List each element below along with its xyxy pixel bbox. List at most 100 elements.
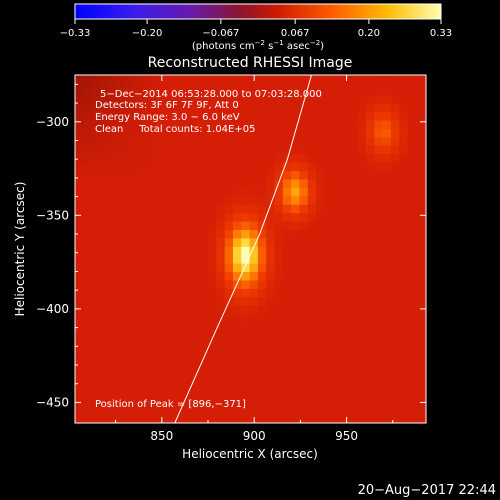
heatmap-cell [299, 330, 309, 340]
heatmap-cell [108, 372, 118, 382]
heatmap-cell [174, 204, 184, 214]
heatmap-cell [324, 246, 334, 256]
heatmap-cell [299, 389, 309, 399]
heatmap-cell [166, 364, 176, 374]
heatmap-cell [407, 153, 417, 163]
heatmap-cell [199, 397, 209, 407]
heatmap-cell [116, 305, 126, 315]
heatmap-cell [249, 246, 259, 256]
heatmap-cell [266, 86, 276, 96]
heatmap-cell [390, 397, 400, 407]
heatmap-cell [166, 330, 176, 340]
heatmap-cell [424, 153, 426, 163]
heatmap-cell [357, 75, 367, 79]
heatmap-cell [307, 313, 317, 323]
heatmap-cell [216, 364, 226, 374]
heatmap-cell [341, 296, 350, 306]
heatmap-cell [257, 187, 267, 197]
heatmap-cell [133, 94, 143, 104]
heatmap-cell [124, 347, 134, 357]
heatmap-cell [415, 187, 425, 197]
heatmap-cell [208, 119, 217, 129]
heatmap-cell [299, 279, 309, 289]
heatmap-cell [341, 103, 350, 113]
heatmap-cell [108, 263, 118, 273]
heatmap-cell [399, 229, 409, 239]
heatmap-cell [274, 389, 284, 399]
heatmap-cell [341, 313, 350, 323]
heatmap-cell [141, 414, 151, 423]
heatmap-cell [316, 347, 325, 357]
heatmap-cell [291, 321, 301, 331]
heatmap-cell [349, 220, 359, 230]
heatmap-cell [332, 204, 342, 214]
annotation-detectors: Detectors: 3F 6F 7F 9F, Att 0 [95, 100, 239, 111]
heatmap-cell [382, 77, 392, 87]
heatmap-cell [390, 321, 400, 331]
heatmap-cell [382, 212, 392, 222]
heatmap-cell [257, 212, 267, 222]
heatmap-cell [324, 347, 334, 357]
heatmap-cell [199, 136, 209, 146]
heatmap-cell [116, 178, 126, 188]
heatmap-cell [241, 187, 251, 197]
heatmap-cell [424, 279, 426, 289]
heatmap-cell [133, 229, 143, 239]
heatmap-cell [208, 229, 217, 239]
heatmap-cell [299, 263, 309, 273]
heatmap-cell [99, 380, 109, 390]
heatmap-cell [83, 94, 93, 104]
heatmap-cell [124, 178, 134, 188]
heatmap-cell [99, 204, 109, 214]
heatmap-cell [232, 75, 242, 79]
heatmap-cell [91, 178, 101, 188]
heatmap-cell [266, 220, 276, 230]
heatmap-cell [116, 162, 126, 172]
heatmap-cell [199, 86, 209, 96]
heatmap-cell [357, 77, 367, 87]
heatmap-cell [99, 364, 109, 374]
heatmap-cell [266, 145, 276, 155]
heatmap-cell [224, 170, 234, 180]
heatmap-cell [224, 246, 234, 256]
heatmap-cell [349, 389, 359, 399]
heatmap-cell [249, 178, 259, 188]
heatmap-cell [183, 153, 192, 163]
heatmap-cell [183, 271, 192, 281]
heatmap-cell [299, 305, 309, 315]
heatmap-cell [166, 170, 176, 180]
heatmap-cell [99, 75, 109, 79]
heatmap-cell [224, 338, 234, 348]
heatmap-cell [124, 153, 134, 163]
heatmap-cell [199, 338, 209, 348]
heatmap-cell [166, 254, 176, 264]
heatmap-cell [316, 94, 325, 104]
heatmap-cell [282, 397, 292, 407]
heatmap-cell [116, 414, 126, 423]
heatmap-cell [316, 296, 325, 306]
heatmap-cell [415, 103, 425, 113]
heatmap-cell [232, 86, 242, 96]
heatmap-cell [407, 178, 417, 188]
heatmap-cell [332, 414, 342, 423]
heatmap-cell [83, 380, 93, 390]
heatmap-cell [424, 220, 426, 230]
heatmap-cell [307, 246, 317, 256]
heatmap-cell [415, 153, 425, 163]
heatmap-cell [407, 305, 417, 315]
heatmap-cell [341, 77, 350, 87]
heatmap-cell [75, 187, 84, 197]
heatmap-cell [399, 321, 409, 331]
heatmap-cell [249, 187, 259, 197]
heatmap-cell [299, 145, 309, 155]
heatmap-cell [158, 77, 168, 87]
heatmap-cell [407, 119, 417, 129]
heatmap-cell [91, 77, 101, 87]
colorbar-tick-label: −0.067 [202, 28, 239, 39]
heatmap-cell [199, 204, 209, 214]
heatmap-cell [299, 153, 309, 163]
heatmap-cell [191, 380, 201, 390]
heatmap-cell [390, 263, 400, 273]
heatmap-cell [407, 229, 417, 239]
heatmap-cell [399, 380, 409, 390]
